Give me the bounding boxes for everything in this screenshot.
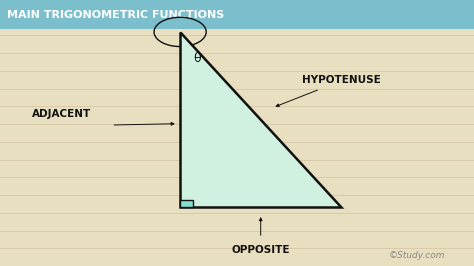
Text: θ: θ <box>193 52 201 65</box>
Text: OPPOSITE: OPPOSITE <box>231 245 290 255</box>
Text: ©Study.com: ©Study.com <box>389 251 446 260</box>
Polygon shape <box>180 200 193 207</box>
Bar <box>0 0 474 29</box>
Text: MAIN TRIGONOMETRIC FUNCTIONS: MAIN TRIGONOMETRIC FUNCTIONS <box>7 10 224 20</box>
Polygon shape <box>180 32 341 207</box>
Text: HYPOTENUSE: HYPOTENUSE <box>302 75 381 85</box>
Text: ADJACENT: ADJACENT <box>32 109 91 119</box>
